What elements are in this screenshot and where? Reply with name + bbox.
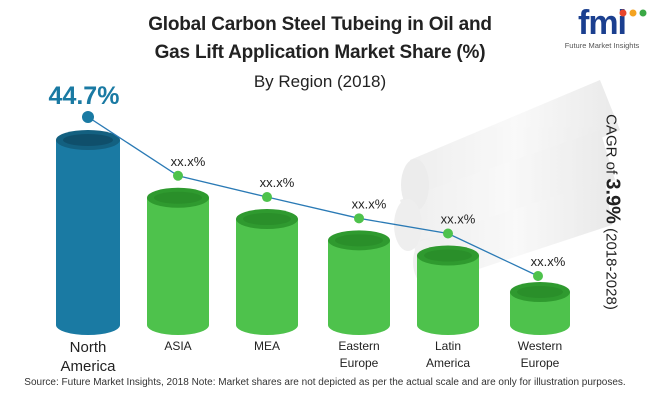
source-note: Source: Future Market Insights, 2018 Not… (24, 377, 626, 388)
data-label-1: xx.x% (171, 154, 206, 169)
logo-dots-icon (619, 9, 647, 17)
category-label-line: ASIA (164, 339, 192, 353)
bar-top-inner-1 (154, 191, 202, 204)
category-label-line: Europe (339, 356, 379, 370)
bar-4 (417, 255, 479, 325)
trend-dot-0 (82, 111, 94, 123)
chart-subtitle: By Region (2018) (253, 72, 387, 91)
cagr-prefix: CAGR of (602, 114, 620, 175)
logo-text: fmi (578, 4, 627, 42)
trend-dot-4 (443, 228, 453, 239)
logo-tagline: Future Market Insights (564, 41, 640, 50)
trend-dot-5 (533, 271, 543, 281)
category-label-line: America (60, 358, 116, 375)
category-label-line: America (425, 356, 470, 370)
bar-top-inner-2 (243, 213, 291, 226)
bar-top-inner-5 (517, 286, 563, 298)
trend-dot-1 (173, 170, 183, 181)
chart-title-line-1: Global Carbon Steel Tubeing in Oil and (148, 14, 492, 35)
trend-dot-3 (354, 213, 364, 224)
category-label-2: MEA (217, 338, 317, 355)
bar-2 (236, 219, 298, 325)
bar-1 (147, 197, 209, 325)
cagr-period: (2018-2028) (602, 228, 620, 310)
data-label-5: xx.x% (531, 254, 566, 269)
category-label-4: Latin America (398, 338, 498, 372)
bar-top-inner-4 (424, 249, 472, 262)
data-label-3: xx.x% (352, 196, 387, 211)
category-label-line: Eastern (338, 339, 380, 353)
data-label-2: xx.x% (260, 175, 295, 190)
chart-title-line-2: Gas Lift Application Market Share (%) (154, 42, 486, 63)
data-label-0: 44.7% (49, 82, 120, 110)
category-label-3: Eastern Europe (309, 338, 409, 372)
cagr-value: 3.9% (601, 178, 624, 224)
bar-top-inner-3 (335, 234, 383, 247)
category-label-line: MEA (253, 339, 280, 353)
category-label-5: Western Europe (490, 338, 590, 372)
category-label-line: Europe (520, 356, 560, 370)
fmi-logo: fmi Future Market Insights (557, 6, 647, 50)
category-label-line: North (69, 339, 107, 356)
data-label-4: xx.x% (441, 212, 476, 227)
category-label-1: ASIA (128, 338, 228, 355)
bar-top-inner-0 (63, 134, 113, 146)
bar-0 (56, 140, 120, 325)
category-label-0: North America (38, 338, 138, 376)
trend-dot-2 (262, 192, 272, 203)
trend-line (87, 116, 539, 277)
category-label-line: Latin (434, 339, 462, 353)
category-label-line: Western (517, 339, 563, 353)
bar-3 (328, 240, 390, 325)
